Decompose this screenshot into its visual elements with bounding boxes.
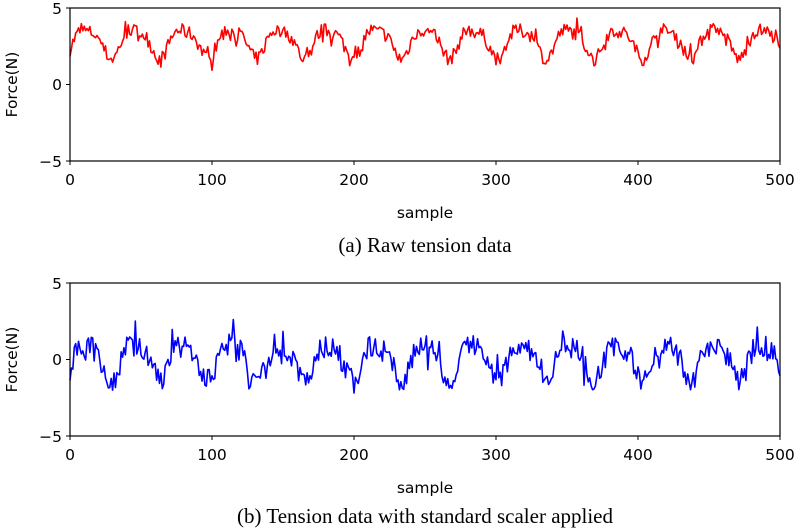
y-tick-label-b: 5 <box>52 275 62 293</box>
x-axis-label-a: sample <box>397 204 453 222</box>
x-tick-label-b: 500 <box>765 446 795 464</box>
x-tick-label-b: 0 <box>65 446 75 464</box>
x-tick-label-a: 200 <box>339 171 369 189</box>
y-axis-label-b: Force(N) <box>3 327 21 393</box>
panel-b: 5 0 −5 0 100 200 300 400 500 sample Forc… <box>3 275 795 528</box>
series-line-raw <box>69 17 781 72</box>
x-axis-label-b: sample <box>397 479 453 497</box>
x-tick-label-a: 100 <box>197 171 227 189</box>
x-tick-label-a: 500 <box>765 171 795 189</box>
y-tick-label-b: −5 <box>39 428 62 446</box>
panel-a: 5 0 −5 0 100 200 300 400 500 sample Forc… <box>3 0 795 257</box>
x-tick-label-b: 400 <box>623 446 653 464</box>
x-tick-label-a: 400 <box>623 171 653 189</box>
y-tick-marks-b <box>66 282 70 437</box>
caption-b: (b) Tension data with standard scaler ap… <box>237 504 614 528</box>
plot-frame-b <box>69 282 781 437</box>
x-tick-label-a: 0 <box>65 171 75 189</box>
y-tick-label-a: 5 <box>52 0 62 18</box>
x-tick-label-b: 300 <box>481 446 511 464</box>
y-tick-marks-a <box>66 7 70 162</box>
y-tick-label-a: −5 <box>39 153 62 171</box>
x-tick-label-b: 200 <box>339 446 369 464</box>
y-tick-label-b: 0 <box>52 351 62 369</box>
y-axis-label-a: Force(N) <box>3 52 21 118</box>
x-tick-marks-a <box>69 161 781 165</box>
y-tick-label-a: 0 <box>52 76 62 94</box>
series-line-scaled <box>69 318 781 394</box>
x-tick-marks-b <box>69 436 781 440</box>
x-tick-label-b: 100 <box>197 446 227 464</box>
caption-a: (a) Raw tension data <box>338 233 512 257</box>
x-tick-label-a: 300 <box>481 171 511 189</box>
